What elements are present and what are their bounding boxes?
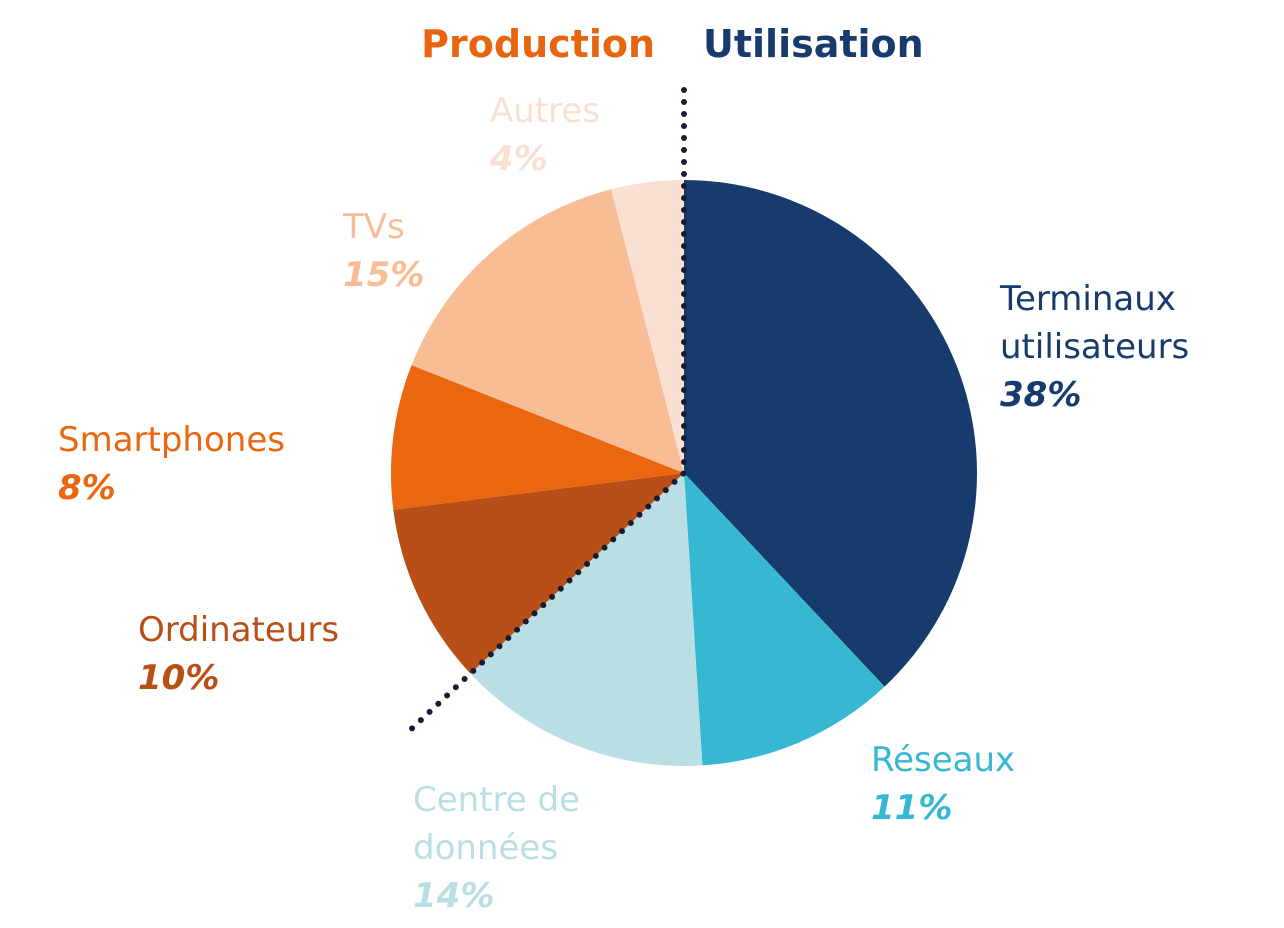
- group-title-production: Production: [421, 22, 655, 66]
- slice-ordinateurs: [393, 473, 684, 674]
- slice-label-terminaux-utilisateurs-line-1: Terminaux: [999, 279, 1176, 319]
- slice-label-tvs: TVs: [342, 207, 405, 247]
- slice-value-terminaux-utilisateurs: 38%: [1000, 375, 1081, 415]
- slice-value-autres: 4%: [489, 139, 548, 179]
- slice-label-smartphones: Smartphones: [58, 420, 285, 460]
- slice-centre-de-donnees: [470, 473, 703, 766]
- slice-label-reseaux: Réseaux: [871, 740, 1015, 780]
- group-title-utilisation: Utilisation: [703, 22, 924, 66]
- slice-value-reseaux: 11%: [871, 788, 952, 828]
- slice-terminaux-utilisateurs: [684, 180, 977, 687]
- slice-smartphones: [391, 365, 684, 510]
- slice-label-terminaux-utilisateurs-line-2: utilisateurs: [1000, 327, 1189, 367]
- slice-value-smartphones: 8%: [58, 468, 116, 508]
- slice-label-ordinateurs: Ordinateurs: [138, 610, 339, 650]
- slice-label-autres: Autres: [490, 91, 600, 131]
- slice-reseaux: [684, 473, 885, 766]
- slice-tvs: [411, 189, 684, 473]
- slice-value-centre-de-donnees: 14%: [413, 876, 494, 916]
- slice-autres: [611, 180, 684, 473]
- slice-label-centre-de-donnees-line-2: données: [413, 828, 558, 868]
- slice-label-centre-de-donnees-line-1: Centre de: [413, 780, 580, 820]
- group-divider-line: [405, 87, 687, 735]
- slice-value-ordinateurs: 10%: [138, 658, 219, 698]
- slice-value-tvs: 15%: [343, 255, 424, 295]
